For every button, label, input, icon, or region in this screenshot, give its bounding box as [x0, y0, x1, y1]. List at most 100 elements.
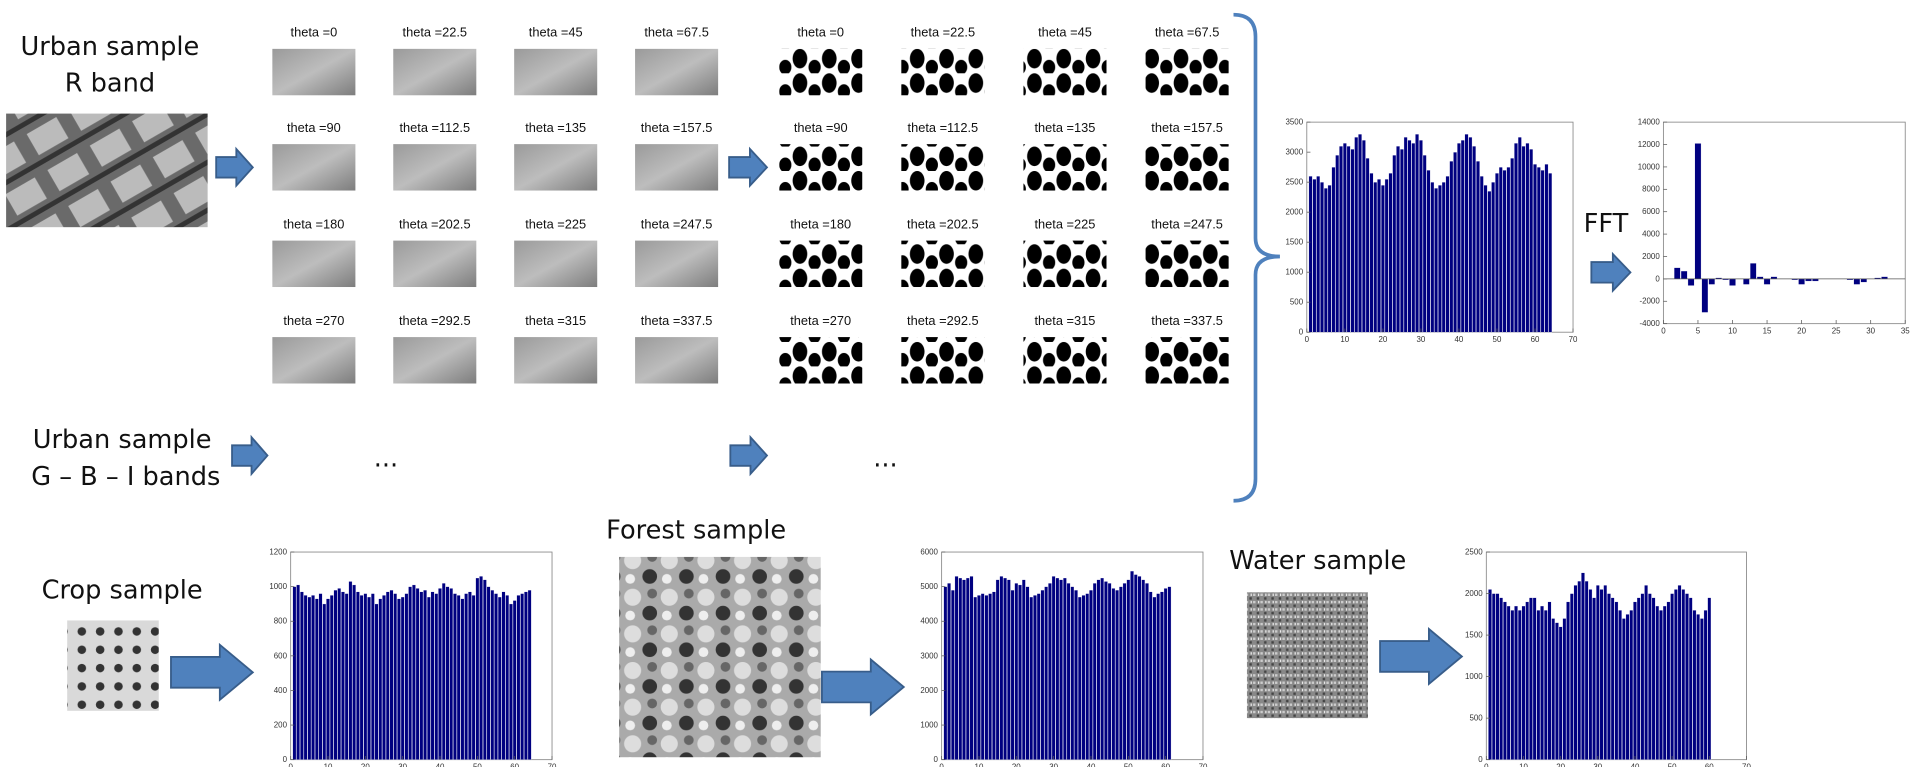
y-tick-label: 2000: [1465, 589, 1483, 598]
bar: [1063, 578, 1066, 760]
bar: [464, 594, 467, 760]
bar: [330, 595, 333, 759]
bar: [1529, 149, 1532, 332]
bar: [1622, 618, 1625, 759]
bar: [1160, 592, 1163, 760]
bar: [1142, 580, 1145, 760]
x-tick-label: 10: [1340, 335, 1349, 344]
theta-image: [901, 49, 984, 95]
x-tick-label: 50: [473, 762, 482, 767]
bar: [1637, 598, 1640, 760]
arrow: [216, 149, 253, 186]
theta-image: [514, 144, 597, 190]
bar: [1563, 618, 1566, 759]
bar: [1764, 279, 1770, 285]
bar: [1526, 143, 1529, 332]
bar: [1566, 602, 1569, 760]
bar: [1540, 606, 1543, 760]
theta-label: theta =45: [1038, 25, 1092, 40]
x-tick-label: 70: [1199, 762, 1208, 767]
theta-image: [514, 49, 597, 95]
bar: [1097, 580, 1100, 760]
x-tick-label: 30: [1593, 762, 1602, 767]
bar: [1861, 279, 1867, 282]
bar: [1500, 598, 1503, 760]
bar: [1511, 610, 1514, 759]
bar: [1674, 589, 1677, 759]
bar: [1648, 594, 1651, 760]
bar: [1533, 164, 1536, 332]
theta-label: theta =337.5: [1151, 313, 1223, 328]
theta-label: theta =135: [525, 120, 586, 135]
bar: [1743, 279, 1749, 285]
bar: [1404, 137, 1407, 332]
theta-image: [1023, 144, 1106, 190]
x-tick-label: 40: [1631, 762, 1640, 767]
bar: [1393, 155, 1396, 332]
x-tick-label: 0: [1305, 335, 1310, 344]
theta-label: theta =315: [525, 313, 586, 328]
theta-label: theta =247.5: [641, 216, 713, 231]
bar: [1309, 176, 1312, 332]
theta-image: [779, 49, 862, 95]
y-tick-label: 5000: [920, 582, 938, 591]
bar: [360, 595, 363, 759]
bar: [1596, 585, 1599, 759]
x-tick-label: 50: [1124, 762, 1133, 767]
arrow: [232, 437, 267, 474]
bar: [1396, 146, 1399, 332]
bar: [308, 597, 311, 760]
y-tick-label: 1000: [1286, 268, 1304, 277]
bar: [1037, 594, 1040, 760]
x-tick-label: 40: [436, 762, 445, 767]
bar: [1149, 592, 1152, 760]
y-tick-label: 1200: [269, 547, 287, 556]
bar: [315, 599, 318, 760]
bar: [1708, 598, 1711, 760]
bar: [1438, 185, 1441, 332]
label: Urban sample: [33, 425, 212, 455]
theta-image: [901, 337, 984, 383]
x-tick-label: 0: [288, 762, 293, 767]
bar: [1688, 279, 1694, 286]
bar: [1156, 594, 1159, 760]
bar: [311, 595, 314, 759]
bar: [431, 592, 434, 760]
arrow: [822, 660, 904, 715]
theta-label: theta =202.5: [907, 216, 979, 231]
theta-image: [393, 241, 476, 287]
bar: [1510, 158, 1513, 332]
bar: [408, 587, 411, 760]
label: Crop sample: [42, 575, 203, 605]
bar: [401, 597, 404, 760]
y-tick-label: 6000: [1642, 207, 1660, 216]
bar: [1522, 146, 1525, 332]
bar: [1130, 571, 1133, 760]
bar: [461, 599, 464, 760]
y-tick-label: 4000: [1642, 230, 1660, 239]
bar: [405, 594, 408, 760]
bar: [494, 594, 497, 760]
bar: [1018, 585, 1021, 760]
bar: [1507, 606, 1510, 760]
bar: [996, 580, 999, 760]
theta-image: [1023, 49, 1106, 95]
arrow: [729, 149, 767, 186]
bar: [468, 592, 471, 760]
theta-image: [393, 144, 476, 190]
x-tick-label: 30: [398, 762, 407, 767]
bar: [985, 595, 988, 759]
bar: [386, 592, 389, 760]
bar: [944, 587, 947, 760]
bar: [1056, 578, 1059, 760]
bar: [1000, 576, 1003, 759]
bar: [1089, 590, 1092, 760]
bar: [1119, 587, 1122, 760]
bar: [1412, 143, 1415, 332]
bar: [981, 594, 984, 760]
bar: [1082, 595, 1085, 759]
theta-label: theta =45: [529, 25, 583, 40]
bar: [1570, 594, 1573, 760]
bar: [1484, 185, 1487, 332]
y-tick-label: 0: [1299, 328, 1304, 337]
